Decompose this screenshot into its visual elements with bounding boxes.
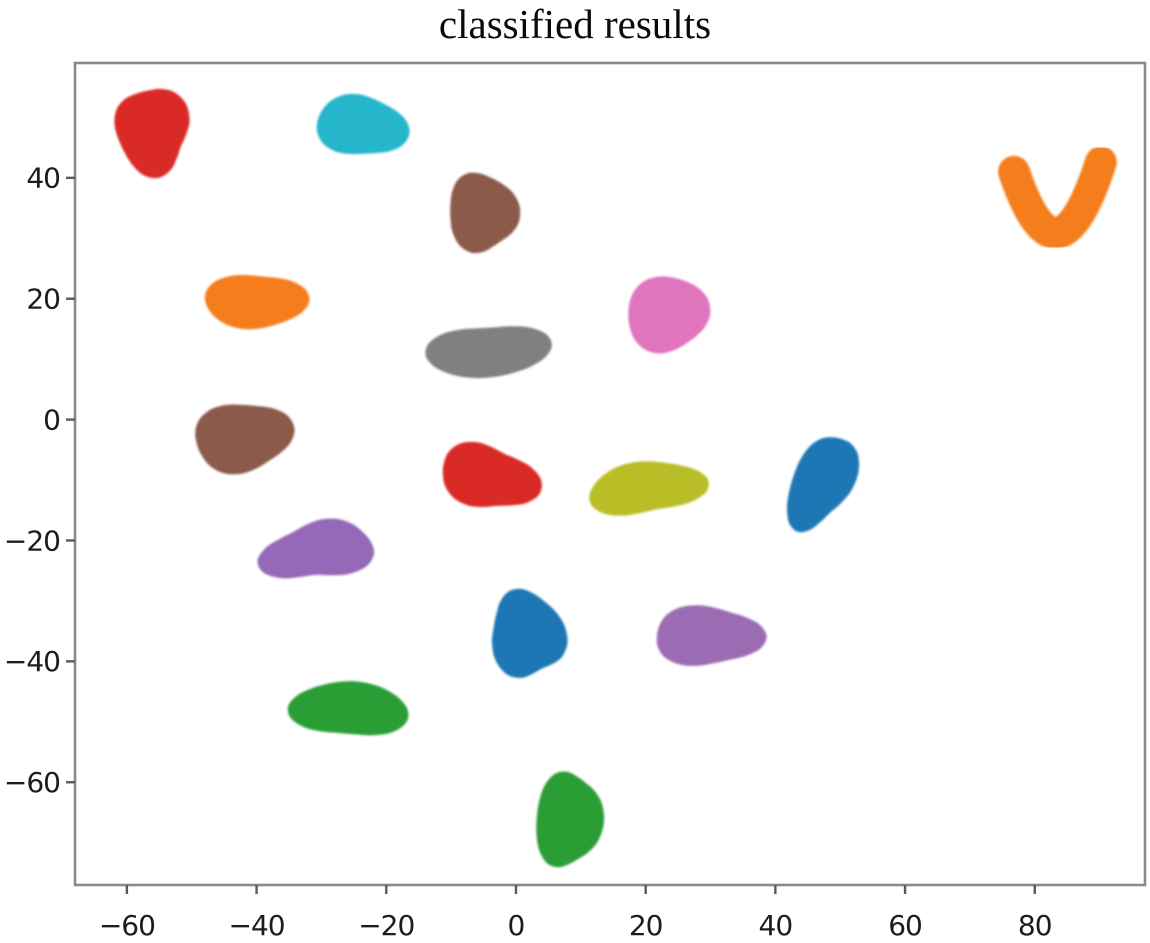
y-tick-label: −40 (4, 645, 60, 678)
cluster-red-center (442, 441, 542, 507)
cluster-purple-right (656, 605, 767, 666)
cluster-gray (425, 326, 552, 379)
y-tick-label: 20 (26, 283, 60, 316)
y-tick-label: 0 (43, 403, 60, 436)
cluster-pink (628, 276, 711, 354)
x-tick-label: −20 (358, 909, 414, 942)
cluster-orange-right-arc (998, 146, 1117, 249)
x-tick-label: −40 (229, 909, 285, 942)
y-tick-label: −20 (4, 524, 60, 557)
cluster-brown-top (450, 172, 521, 254)
x-tick-label: 0 (508, 909, 525, 942)
cluster-brown-left (195, 404, 295, 475)
y-tick-label: −60 (4, 766, 60, 799)
cluster-red-top-left (114, 88, 190, 179)
cluster-purple-left (257, 518, 375, 579)
cluster-blue-right (787, 437, 860, 533)
x-tick-label: 40 (759, 909, 793, 942)
cluster-blue-center (491, 588, 568, 678)
x-tick-label: 60 (888, 909, 922, 942)
x-tick-label: 20 (629, 909, 663, 942)
cluster-cyan-top (316, 93, 410, 155)
x-tick-label: 80 (1018, 909, 1052, 942)
cluster-orange-left (204, 274, 310, 330)
y-tick-label: 40 (26, 162, 60, 195)
cluster-green-left (287, 681, 409, 736)
chart-title: classified results (438, 1, 712, 47)
x-tick-label: −60 (99, 909, 155, 942)
cluster-green-bottom (536, 771, 605, 868)
cluster-olive (589, 461, 709, 516)
